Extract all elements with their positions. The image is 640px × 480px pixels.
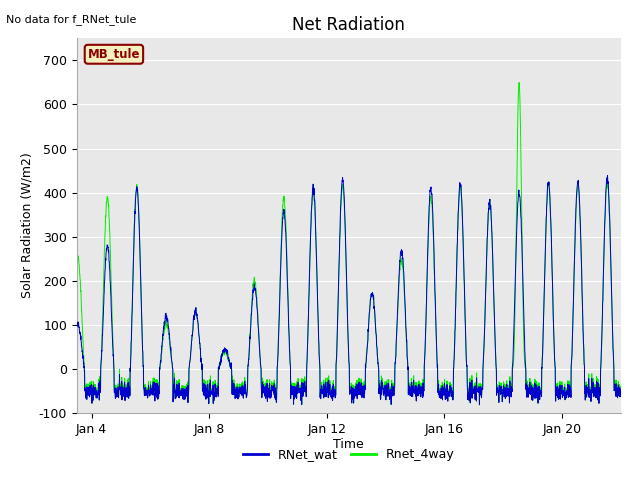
RNet_wat — [84, 392, 92, 397]
Line: RNet_wat: RNet_wat — [77, 176, 621, 405]
Rnet_4way — [84, 390, 92, 396]
Rnet_4way — [73, 261, 81, 267]
Rnet_4way — [561, 382, 568, 388]
RNet_wat — [397, 249, 405, 254]
Text: No data for f_RNet_tule: No data for f_RNet_tule — [6, 14, 137, 25]
Rnet_4way — [617, 392, 625, 397]
Rnet_4way — [476, 402, 483, 408]
RNet_wat — [476, 402, 483, 408]
Rnet_4way — [584, 382, 591, 387]
RNet_wat — [561, 393, 568, 398]
X-axis label: Time: Time — [333, 438, 364, 451]
RNet_wat — [584, 386, 591, 392]
Text: MB_tule: MB_tule — [88, 48, 140, 61]
RNet_wat — [73, 324, 81, 329]
Rnet_4way — [515, 80, 523, 85]
Line: Rnet_4way: Rnet_4way — [77, 83, 621, 405]
Title: Net Radiation: Net Radiation — [292, 16, 405, 34]
Rnet_4way — [397, 257, 405, 263]
RNet_wat — [545, 180, 552, 186]
Rnet_4way — [408, 392, 415, 398]
Legend: RNet_wat, Rnet_4way: RNet_wat, Rnet_4way — [238, 444, 460, 467]
RNet_wat — [604, 173, 611, 179]
Y-axis label: Solar Radiation (W/m2): Solar Radiation (W/m2) — [20, 153, 33, 299]
Rnet_4way — [545, 180, 552, 185]
RNet_wat — [617, 393, 625, 399]
RNet_wat — [408, 394, 415, 399]
